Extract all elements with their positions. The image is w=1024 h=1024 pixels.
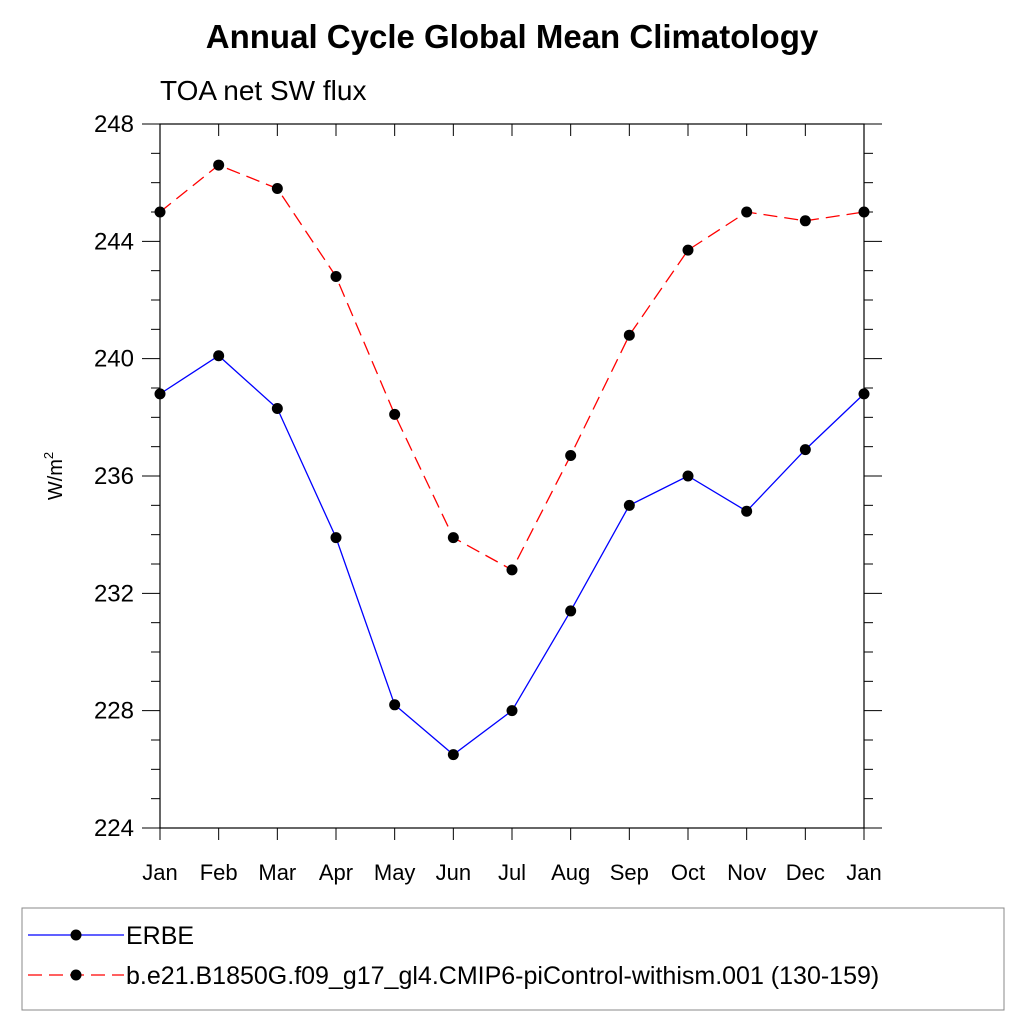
series-1-point bbox=[623, 499, 635, 511]
y-tick-label: 224 bbox=[94, 815, 134, 842]
series-1-point bbox=[799, 444, 811, 456]
series-1-point bbox=[447, 749, 459, 761]
legend-marker-1 bbox=[70, 929, 82, 941]
series-2-point bbox=[213, 159, 225, 171]
x-tick-label: Sep bbox=[610, 860, 649, 885]
series-2-point bbox=[154, 206, 166, 218]
series-1-point bbox=[565, 605, 577, 617]
series-layer bbox=[154, 159, 870, 761]
series-2-point bbox=[682, 244, 694, 256]
x-tick-label: Aug bbox=[551, 860, 590, 885]
x-tick-label: Nov bbox=[727, 860, 766, 885]
plot-area bbox=[159, 123, 865, 829]
series-2-point bbox=[271, 183, 283, 195]
legend: ERBE b.e21.B1850G.f09_g17_gl4.CMIP6-piCon… bbox=[28, 922, 879, 990]
series-2-point bbox=[506, 564, 518, 576]
legend-marker-2 bbox=[70, 969, 82, 981]
series-1-point bbox=[154, 388, 166, 400]
y-tick-labels: 224 228 232 236 240 244 248 bbox=[94, 111, 134, 842]
x-tick-label: Jan bbox=[142, 860, 177, 885]
series-2-point bbox=[389, 408, 401, 420]
series-line-2 bbox=[159, 164, 865, 571]
x-tick-label: Dec bbox=[786, 860, 825, 885]
svg-text:W/m2: W/m2 bbox=[41, 452, 67, 500]
x-tick-label: Jan bbox=[846, 860, 881, 885]
series-2-point bbox=[623, 329, 635, 341]
series-2-point bbox=[741, 206, 753, 218]
legend-label-2: b.e21.B1850G.f09_g17_gl4.CMIP6-piControl… bbox=[126, 962, 879, 990]
series-2-point bbox=[330, 271, 342, 283]
axis-ticks bbox=[142, 123, 882, 840]
y-tick-label: 244 bbox=[94, 228, 134, 255]
x-tick-labels: Jan Feb Mar Apr May Jun Jul Aug Sep Oct Nov Dec Jan bbox=[142, 860, 881, 885]
y-tick-label: 228 bbox=[94, 698, 134, 725]
series-1-point bbox=[213, 350, 225, 362]
legend-label-1: ERBE bbox=[126, 922, 194, 950]
series-1-point bbox=[741, 505, 753, 517]
series-1-point bbox=[330, 532, 342, 544]
series-line-1 bbox=[159, 354, 865, 756]
y-tick-label: 236 bbox=[94, 463, 134, 490]
y-tick-label: 248 bbox=[94, 111, 134, 138]
y-axis-label-text: W/m bbox=[45, 459, 67, 500]
legend-box bbox=[21, 907, 1005, 1011]
y-tick-label: 232 bbox=[94, 580, 134, 607]
x-tick-label: Oct bbox=[671, 860, 705, 885]
chart-subtitle: TOA net SW flux bbox=[160, 75, 366, 106]
series-1-point bbox=[682, 470, 694, 482]
series-1-point bbox=[506, 705, 518, 717]
y-axis-label-exponent: 2 bbox=[41, 452, 56, 459]
x-tick-label: Mar bbox=[258, 860, 296, 885]
x-tick-label: Apr bbox=[319, 860, 353, 885]
series-1-point bbox=[389, 699, 401, 711]
x-tick-label: May bbox=[374, 860, 416, 885]
y-axis-label: W/m2 bbox=[41, 452, 67, 500]
series-2-point bbox=[858, 206, 870, 218]
series-2-point bbox=[447, 532, 459, 544]
y-tick-label: 240 bbox=[94, 346, 134, 373]
x-tick-label: Jun bbox=[436, 860, 471, 885]
series-2-point bbox=[565, 449, 577, 461]
x-tick-label: Jul bbox=[498, 860, 526, 885]
chart-title: Annual Cycle Global Mean Climatology bbox=[206, 18, 819, 55]
x-tick-label: Feb bbox=[200, 860, 238, 885]
series-1-point bbox=[271, 403, 283, 415]
series-2-point bbox=[799, 215, 811, 227]
series-1-point bbox=[858, 388, 870, 400]
